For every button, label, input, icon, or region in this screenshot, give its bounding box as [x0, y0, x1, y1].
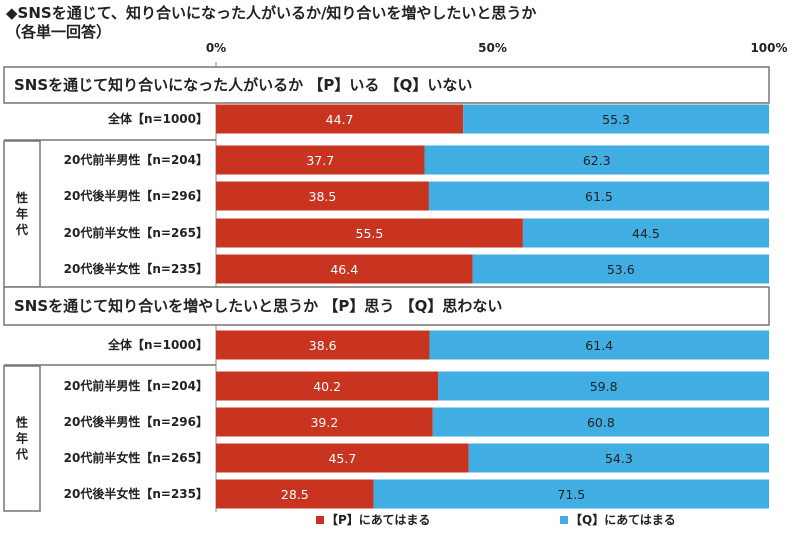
- group-label-char: 代: [15, 447, 28, 462]
- bar-segment-q: [424, 145, 769, 175]
- value-label-p: 55.5: [356, 226, 384, 241]
- row-label: 20代前半男性【n=204】: [64, 152, 208, 167]
- bar-segment-p: [216, 254, 473, 284]
- bar-segment-q: [428, 181, 769, 211]
- group-label-char: 年: [16, 206, 28, 221]
- value-label-p: 39.2: [310, 415, 338, 430]
- value-label-p: 40.2: [313, 379, 341, 394]
- row-label: 全体【n=1000】: [107, 111, 208, 126]
- value-label-p: 38.5: [309, 189, 337, 204]
- value-label-q: 60.8: [587, 415, 615, 430]
- value-label-p: 38.6: [309, 338, 337, 353]
- bar-segment-p: [216, 407, 433, 437]
- value-label-p: 28.5: [281, 487, 309, 502]
- row-label: 20代後半男性【n=296】: [64, 414, 208, 429]
- section-title-box: [3, 286, 770, 326]
- value-label-p: 45.7: [328, 451, 356, 466]
- legend-label-q: 【Q】にあてはまる: [570, 512, 676, 527]
- legend-swatch-p: [316, 516, 324, 524]
- section-title: SNSを通じて知り合いになった人がいるか 【P】いる 【Q】いない: [14, 76, 472, 94]
- section-title-box: [3, 66, 770, 104]
- bar-segment-q: [522, 218, 769, 248]
- bar-segment-p: [216, 371, 439, 401]
- group-label-char: 代: [15, 222, 28, 237]
- value-label-p: 37.7: [306, 153, 334, 168]
- bar-segment-q: [432, 407, 769, 437]
- value-label-p: 44.7: [326, 112, 354, 127]
- value-label-q: 55.3: [602, 112, 630, 127]
- legend-label-p: 【P】にあてはまる: [326, 512, 430, 527]
- bar-segment-p: [216, 145, 425, 175]
- bar-segment-q: [373, 479, 769, 509]
- bar-segment-p: [216, 218, 523, 248]
- group-label-char: 年: [16, 431, 28, 446]
- value-label-q: 44.5: [632, 226, 660, 241]
- bar-segment-q: [468, 443, 769, 473]
- value-label-q: 59.8: [590, 379, 618, 394]
- value-label-q: 71.5: [557, 487, 585, 502]
- bar-segment-q: [438, 371, 769, 401]
- row-label: 20代後半男性【n=296】: [64, 188, 208, 203]
- row-label: 20代後半女性【n=235】: [64, 486, 208, 501]
- chart-subtitle: （各単一回答）: [6, 23, 112, 41]
- bar-segment-p: [216, 181, 429, 211]
- row-label: 20代前半女性【n=265】: [64, 450, 208, 465]
- row-label: 20代前半女性【n=265】: [64, 225, 208, 240]
- x-tick-label: 50%: [478, 41, 507, 55]
- bar-segment-p: [216, 104, 464, 134]
- value-label-p: 46.4: [330, 262, 358, 277]
- legend-swatch-q: [560, 516, 568, 524]
- value-label-q: 61.5: [585, 189, 613, 204]
- group-label-char: 性: [15, 190, 28, 205]
- chart-title: ◆SNSを通じて、知り合いになった人がいるか/知り合いを増やしたいと思うか: [6, 4, 537, 22]
- x-tick-label: 100%: [750, 41, 787, 55]
- bar-segment-p: [216, 330, 430, 360]
- group-label-char: 性: [15, 415, 28, 430]
- row-label: 20代前半男性【n=204】: [64, 378, 208, 393]
- row-label: 20代後半女性【n=235】: [64, 261, 208, 276]
- section-title: SNSを通じて知り合いを増やしたいと思うか 【P】思う 【Q】思わない: [14, 297, 502, 315]
- bar-segment-p: [216, 479, 374, 509]
- value-label-q: 53.6: [607, 262, 635, 277]
- value-label-q: 61.4: [585, 338, 613, 353]
- bar-segment-q: [429, 330, 769, 360]
- group-label-box: [3, 365, 41, 512]
- bar-segment-p: [216, 443, 469, 473]
- bar-segment-q: [463, 104, 769, 134]
- value-label-q: 54.3: [605, 451, 633, 466]
- value-label-q: 62.3: [583, 153, 611, 168]
- bar-segment-q: [472, 254, 769, 284]
- x-tick-label: 0%: [206, 41, 226, 55]
- row-label: 全体【n=1000】: [107, 337, 208, 352]
